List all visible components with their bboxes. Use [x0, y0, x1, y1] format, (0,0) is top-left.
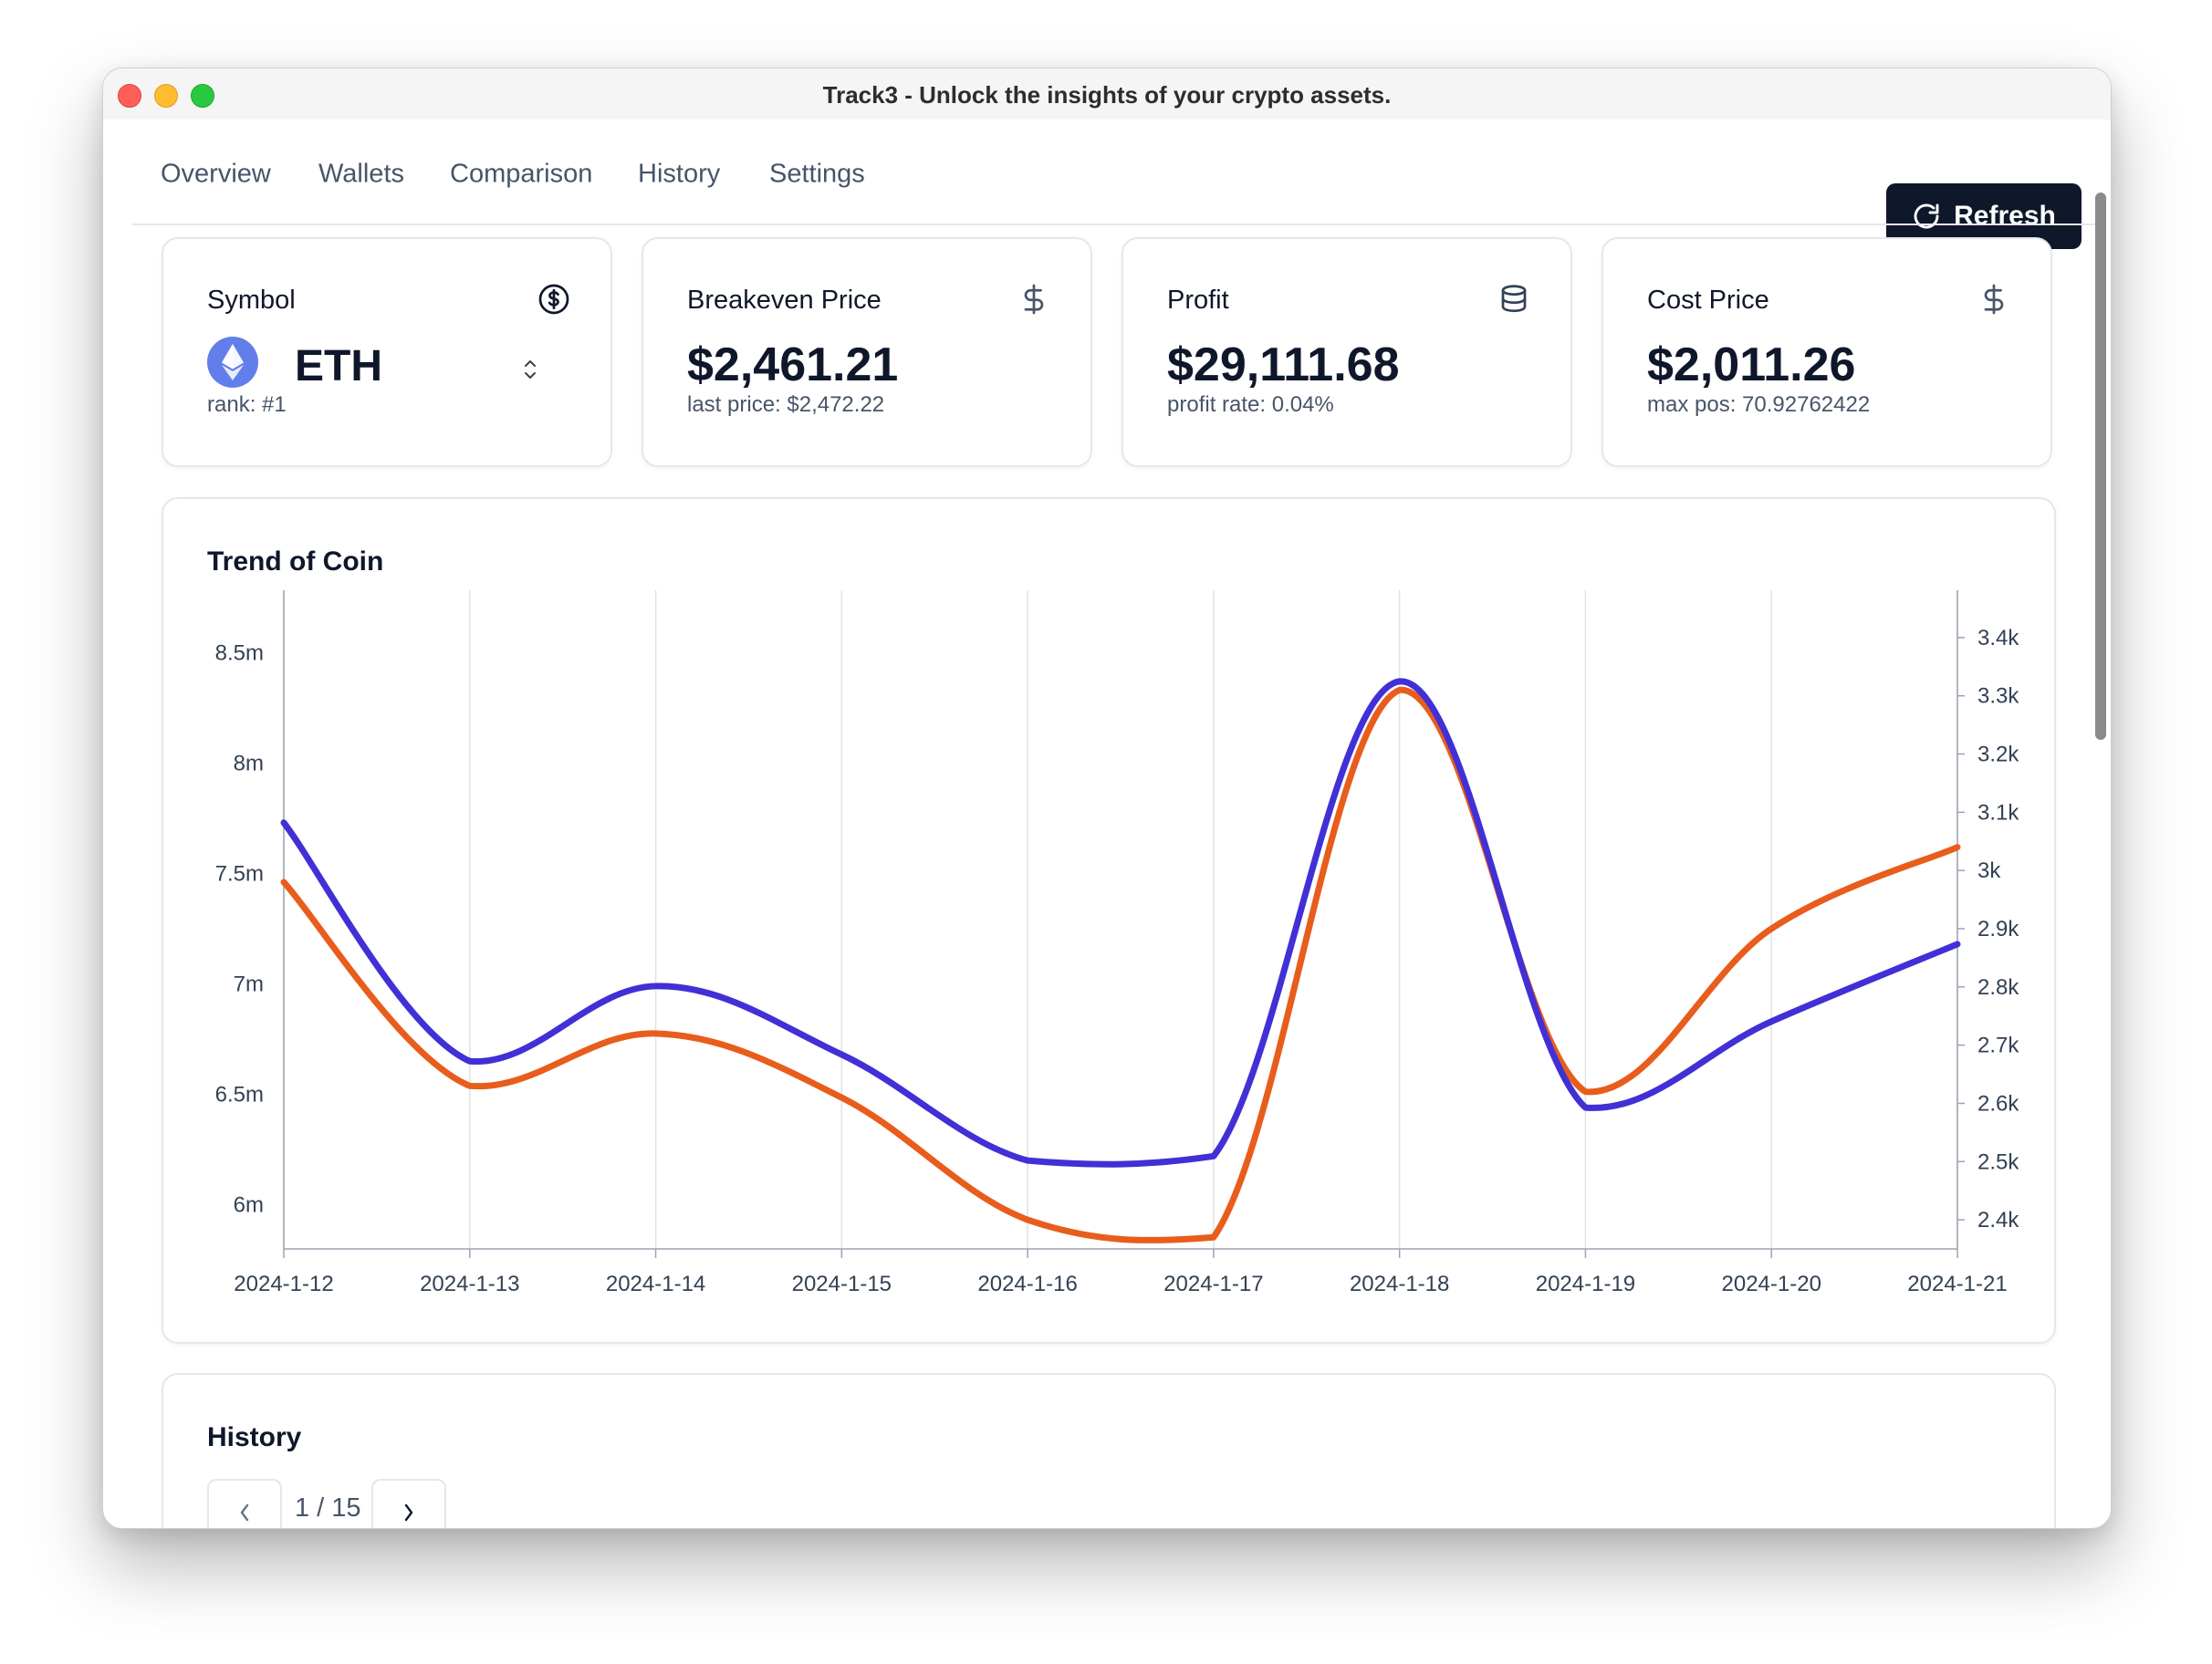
y-right-tick-label: 3.3k: [1977, 684, 2019, 709]
symbol-value: ETH: [295, 342, 382, 390]
y-right-tick-label: 2.8k: [1977, 975, 2019, 1000]
x-tick-label: 2024-1-13: [420, 1272, 519, 1296]
card-value: $2,011.26: [1647, 338, 1856, 391]
y-left-tick-label: 8m: [234, 751, 264, 775]
y-left-tick-label: 7m: [234, 972, 264, 997]
series-line-right-axis: [280, 686, 1961, 1244]
breakeven-card: Breakeven Price $2,461.21 last price: $2…: [642, 237, 1092, 467]
x-tick-label: 2024-1-17: [1163, 1272, 1263, 1296]
title-bar: Track3 - Unlock the insights of your cry…: [103, 68, 2111, 120]
history-card: History 1 / 15: [162, 1373, 2056, 1528]
card-subtext: max pos: 70.92762422: [1647, 392, 1871, 417]
series-line-left-axis: [280, 678, 1961, 1168]
profit-card: Profit $29,111.68 profit rate: 0.04%: [1122, 237, 1572, 467]
tab-comparison[interactable]: Comparison: [450, 159, 593, 189]
maximize-window-button[interactable]: [191, 84, 214, 108]
y-right-tick-label: 2.6k: [1977, 1091, 2019, 1116]
refresh-icon: [1914, 203, 1939, 229]
card-title: Breakeven Price: [687, 286, 882, 315]
x-tick-label: 2024-1-14: [606, 1272, 705, 1296]
chevron-right-icon: [404, 1503, 413, 1522]
x-tick-label: 2024-1-20: [1722, 1272, 1821, 1296]
trend-chart[interactable]: 2024-1-12 2024-1-13 2024-1-14 2024-1-15 2024…: [163, 499, 2054, 1342]
y-right-tick-label: 3.2k: [1977, 743, 2019, 767]
minimize-window-button[interactable]: [154, 84, 178, 108]
chevron-left-icon: [240, 1503, 249, 1522]
cost-price-card: Cost Price $2,011.26 max pos: 70.9276242…: [1602, 237, 2052, 467]
top-nav: Overview Wallets Comparison History Sett…: [103, 120, 2111, 249]
card-subtext: rank: #1: [207, 392, 287, 417]
tab-wallets[interactable]: Wallets: [318, 159, 404, 189]
refresh-label: Refresh: [1954, 201, 2056, 231]
chart-title: Trend of Coin: [207, 546, 384, 577]
scrollbar[interactable]: [2091, 120, 2111, 1528]
y-right-tick-label: 3k: [1977, 858, 2001, 883]
card-subtext: last price: $2,472.22: [687, 392, 885, 417]
window-title: Track3 - Unlock the insights of your cry…: [822, 81, 1392, 109]
y-left-tick-label: 7.5m: [215, 861, 264, 886]
history-title: History: [207, 1422, 302, 1452]
x-tick-label: 2024-1-15: [792, 1272, 892, 1296]
dollar-circle-icon: [538, 284, 569, 315]
nav-divider: [132, 224, 2099, 225]
x-tick-label: 2024-1-18: [1350, 1272, 1449, 1296]
card-value: $2,461.21: [687, 338, 899, 391]
app-window: Track3 - Unlock the insights of your cry…: [102, 68, 2112, 1529]
symbol-card: Symbol ETH rank: #1: [162, 237, 612, 467]
coins-stack-icon: [1501, 285, 1527, 313]
y-right-tick-label: 3.1k: [1977, 800, 2019, 825]
chevron-up-down-icon[interactable]: [521, 356, 539, 383]
dollar-icon: [1984, 284, 2004, 315]
dollar-icon: [1024, 284, 1044, 315]
x-tick-label: 2024-1-16: [977, 1272, 1077, 1296]
card-title: Profit: [1167, 286, 1229, 315]
next-page-button[interactable]: [371, 1479, 446, 1528]
y-left-tick-label: 6m: [234, 1193, 264, 1218]
y-right-tick-label: 2.9k: [1977, 917, 2019, 941]
card-value: $29,111.68: [1167, 338, 1400, 391]
y-left-tick-label: 8.5m: [215, 640, 264, 665]
scrollbar-thumb[interactable]: [2095, 192, 2106, 740]
page-indicator: 1 / 15: [295, 1493, 361, 1523]
close-window-button[interactable]: [118, 84, 141, 108]
tab-settings[interactable]: Settings: [769, 159, 865, 189]
y-right-tick-label: 2.5k: [1977, 1149, 2019, 1174]
x-tick-label: 2024-1-21: [1907, 1272, 2007, 1296]
tab-overview[interactable]: Overview: [161, 159, 271, 189]
y-right-tick-label: 2.7k: [1977, 1034, 2019, 1058]
y-right-tick-label: 3.4k: [1977, 626, 2019, 650]
ethereum-icon: [222, 344, 244, 380]
prev-page-button[interactable]: [207, 1479, 282, 1528]
y-right-tick-label: 2.4k: [1977, 1208, 2019, 1232]
card-title: Cost Price: [1647, 286, 1769, 315]
card-subtext: profit rate: 0.04%: [1167, 392, 1334, 417]
x-tick-label: 2024-1-19: [1536, 1272, 1635, 1296]
y-left-tick-label: 6.5m: [215, 1083, 264, 1108]
tab-history[interactable]: History: [638, 159, 721, 189]
trend-chart-card: Trend of Coin 2024-1-12 2024-1-13 2024-1-1…: [162, 497, 2056, 1344]
eth-logo: [207, 337, 258, 388]
x-tick-label: 2024-1-12: [234, 1272, 333, 1296]
card-title: Symbol: [207, 286, 296, 315]
